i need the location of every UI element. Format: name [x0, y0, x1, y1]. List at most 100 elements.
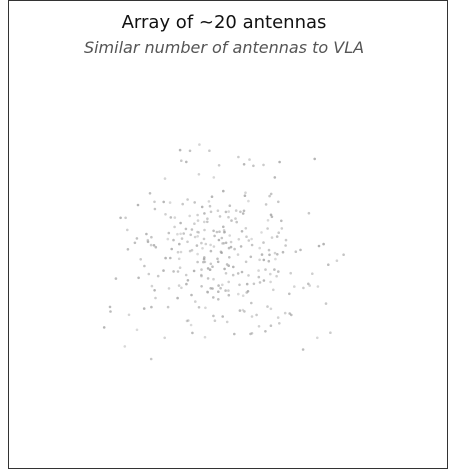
uv-point — [240, 230, 244, 233]
uv-point — [137, 276, 140, 280]
uv-point — [168, 201, 172, 204]
uv-point — [156, 274, 160, 278]
uv-point — [146, 240, 150, 244]
uv-point — [267, 248, 271, 252]
uv-point — [123, 345, 127, 348]
uv-point — [207, 200, 211, 203]
uv-point — [194, 300, 197, 303]
uv-point — [260, 231, 263, 234]
uv-point — [136, 203, 140, 207]
uv-point — [221, 283, 224, 287]
uv-point — [164, 213, 167, 216]
uv-point — [229, 240, 233, 244]
title: Array of ~20 antennas — [122, 12, 327, 33]
uv-point — [242, 163, 246, 166]
uv-point — [135, 328, 139, 332]
uv-point — [210, 195, 214, 198]
uv-point — [262, 163, 265, 167]
uv-point — [231, 273, 235, 277]
uv-point — [197, 231, 200, 234]
uv-point — [233, 247, 236, 251]
uv-point — [178, 148, 182, 152]
uv-point — [196, 260, 199, 264]
uv-point — [172, 238, 175, 242]
uv-point — [258, 246, 262, 250]
uv-point — [307, 282, 310, 286]
uv-point — [149, 243, 153, 247]
uv-point — [217, 290, 220, 294]
uv-point — [213, 234, 216, 238]
uv-point — [153, 200, 156, 204]
uv-point — [268, 253, 271, 257]
uv-point — [262, 258, 266, 262]
uv-point — [241, 212, 245, 215]
uv-point — [277, 231, 281, 234]
uv-point — [188, 149, 192, 153]
uv-point — [236, 253, 240, 256]
uv-point — [114, 277, 118, 280]
uv-point — [224, 272, 228, 275]
uv-point — [258, 281, 262, 284]
uv-point — [247, 239, 251, 242]
uv-point — [102, 326, 106, 329]
uv-point — [212, 296, 215, 299]
uv-point — [227, 293, 231, 297]
uv-point — [293, 285, 296, 288]
subtitle: Similar number of antennas to VLA — [84, 38, 364, 57]
uv-point — [244, 227, 248, 230]
uv-point — [185, 282, 188, 286]
uv-point — [196, 252, 199, 256]
uv-point — [247, 274, 250, 277]
uv-point — [150, 235, 153, 239]
uv-point — [244, 191, 247, 194]
uv-point — [269, 213, 273, 217]
uv-point — [150, 305, 153, 309]
uv-point — [250, 301, 253, 305]
uv-point — [212, 245, 216, 248]
uv-point — [294, 250, 298, 253]
uv-point — [290, 313, 293, 317]
uv-point — [238, 283, 241, 287]
uv-point — [302, 286, 305, 290]
uv-point — [204, 306, 207, 310]
uv-point — [166, 305, 170, 309]
uv-coverage — [102, 143, 345, 361]
uv-point — [186, 279, 190, 282]
uv-point — [239, 245, 243, 248]
uv-point — [149, 357, 153, 361]
uv-point — [176, 270, 180, 273]
uv-point — [204, 242, 208, 246]
uv-point — [262, 241, 265, 244]
uv-point — [266, 227, 269, 230]
uv-point — [139, 258, 142, 261]
uv-point — [257, 275, 261, 279]
uv-point — [217, 284, 220, 287]
uv-point — [342, 253, 345, 256]
uv-point — [126, 228, 129, 232]
uv-point — [322, 242, 325, 246]
uv-point — [248, 158, 251, 161]
uv-point — [218, 215, 222, 218]
panel-frame — [8, 0, 448, 469]
uv-point — [135, 237, 139, 240]
uv-point — [215, 230, 219, 234]
uv-point — [145, 232, 148, 236]
uv-point — [201, 247, 204, 250]
uv-point — [245, 291, 248, 294]
uv-point — [153, 207, 157, 211]
uv-point — [301, 348, 305, 351]
uv-point — [307, 211, 311, 215]
uv-point — [206, 217, 209, 220]
uv-point — [179, 250, 183, 254]
uv-point — [227, 246, 231, 250]
uv-point — [217, 238, 221, 242]
uv-point — [153, 289, 156, 292]
uv-point — [313, 157, 317, 161]
uv-point — [311, 272, 314, 276]
uv-point — [327, 263, 330, 267]
uv-point — [203, 335, 207, 339]
uv-point — [221, 315, 224, 318]
uv-point — [277, 270, 280, 273]
uv-point — [245, 282, 249, 286]
